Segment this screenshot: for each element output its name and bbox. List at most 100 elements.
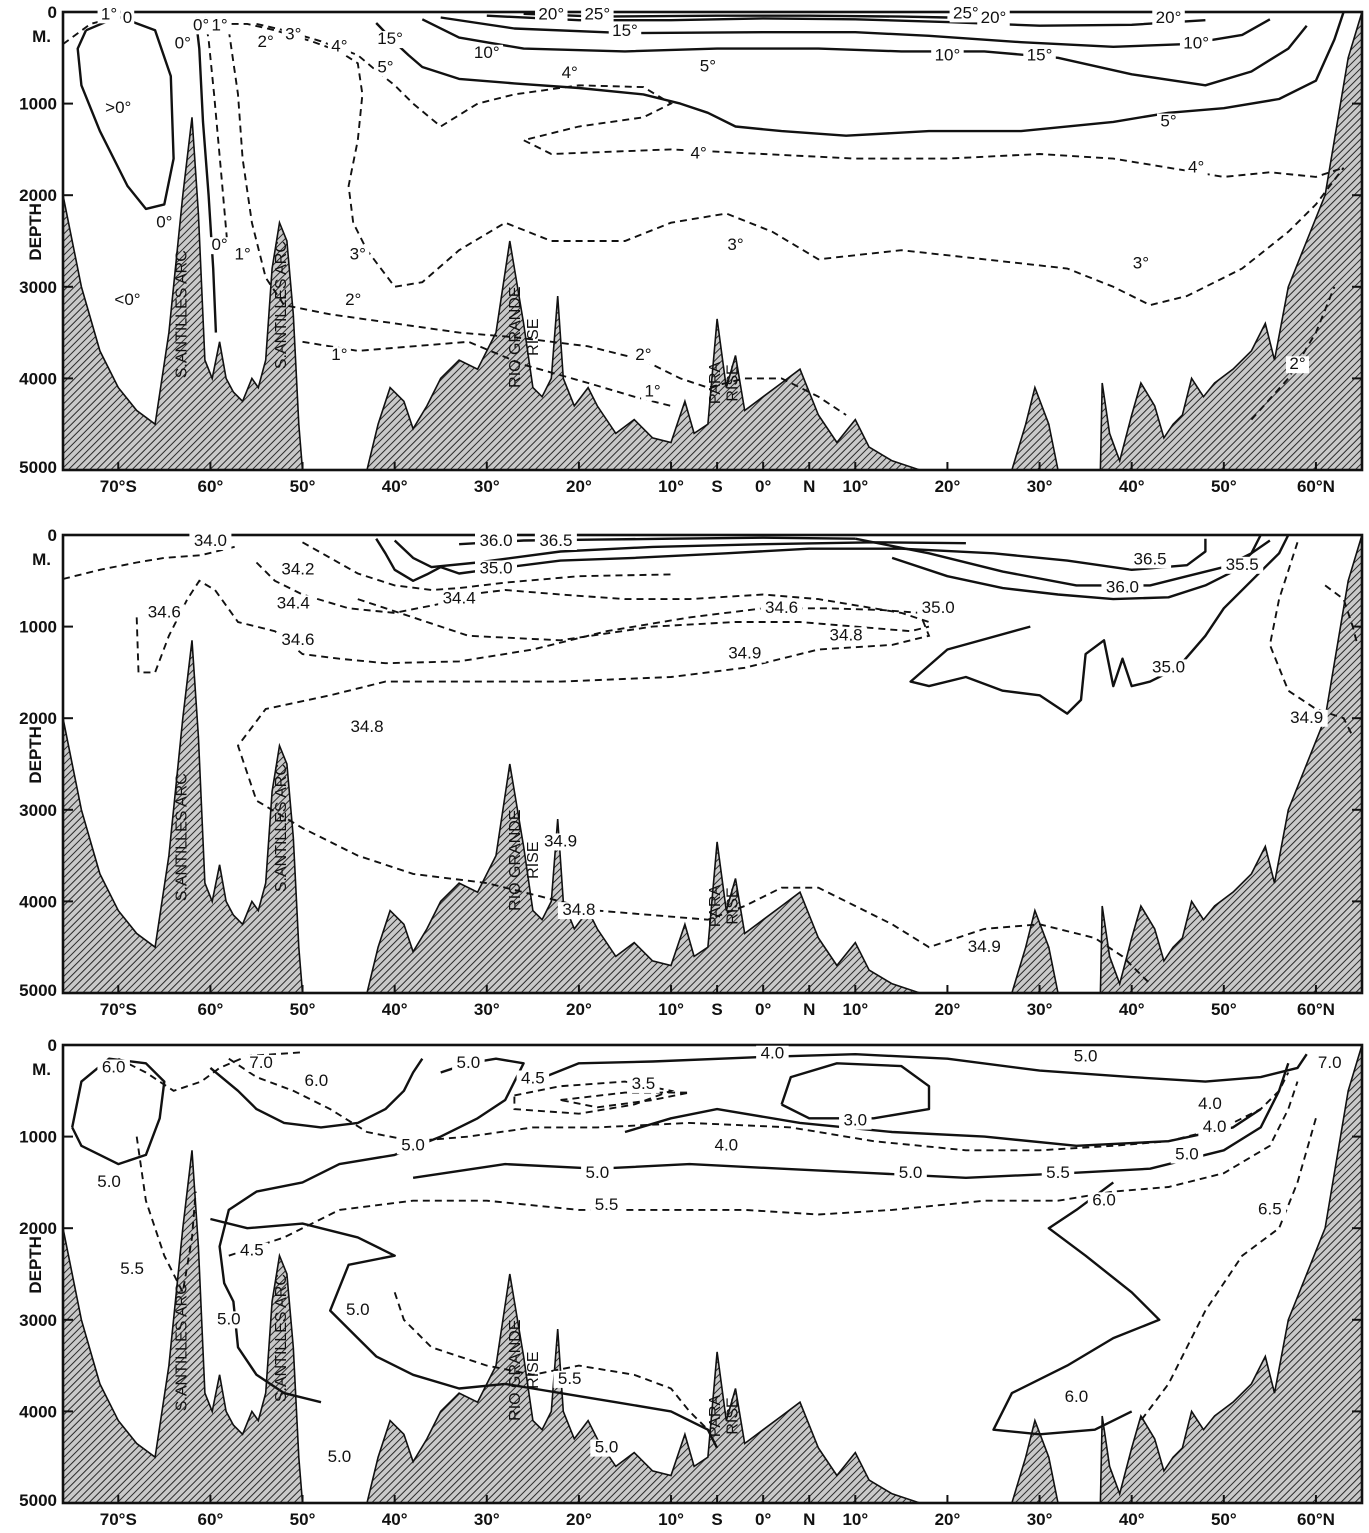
x-tick-label: 10°	[658, 477, 684, 496]
s-antilles-arc-west-label: S.ANTILLES ARC	[173, 250, 190, 378]
contour-label-bg	[346, 718, 389, 736]
contour-label: 5.5	[1046, 1163, 1070, 1182]
dashed-isoline-1	[135, 1136, 197, 1296]
x-tick-label: 30°	[1027, 477, 1053, 496]
contour-label: 1°	[101, 4, 117, 23]
contour-label-bg	[1069, 1048, 1102, 1066]
contour-label: 5.0	[1175, 1145, 1199, 1164]
x-tick-label: 50°	[1211, 1000, 1237, 1019]
dashed-isoline-14	[393, 1291, 709, 1431]
solid-isoline-6	[532, 1053, 1308, 1083]
seafloor-bathymetry	[62, 1044, 1363, 1504]
x-tick-label: 10°	[658, 1000, 684, 1019]
contour-label-bg	[212, 1311, 246, 1329]
contour-label: 2°	[635, 345, 651, 364]
contour-label-bg	[581, 1164, 614, 1182]
contour-label: 15°	[1027, 46, 1053, 65]
contour-label: 36.0	[479, 531, 512, 550]
contour-label: 6.5	[1258, 1199, 1282, 1218]
contour-label: 34.9	[728, 644, 761, 663]
contour-label-bg	[1129, 551, 1172, 569]
x-tick-label: 10°	[658, 1510, 684, 1529]
x-tick-label: 20°	[935, 1510, 961, 1529]
y-axis-title: DEPTH	[26, 203, 45, 261]
contour-label-bg	[1184, 159, 1208, 177]
contour-label: 6.0	[1092, 1190, 1116, 1209]
contour-label-bg	[111, 292, 144, 310]
x-tick-label: 40°	[1119, 1000, 1145, 1019]
x-tick-label: S	[711, 1000, 722, 1019]
contour-label: 6.0	[305, 1071, 329, 1090]
contour-label: 2°	[1289, 354, 1305, 373]
y-tick-label: 4000	[19, 369, 57, 388]
y-unit-label: M.	[32, 1060, 51, 1079]
dashed-isoline-13	[1250, 286, 1336, 421]
x-tick-label: 0°	[755, 1000, 771, 1019]
y-tick-label: 0	[48, 526, 57, 545]
dashed-isoline-16	[1140, 1118, 1317, 1422]
contour-label-bg	[963, 938, 1006, 956]
x-tick-label: 40°	[382, 1510, 408, 1529]
contour-label-bg	[396, 1137, 430, 1155]
x-tick-label: 10°	[842, 1510, 868, 1529]
contour-label: 0°	[211, 235, 227, 254]
solid-isoline-8	[375, 11, 1345, 137]
contour-label: 5.0	[899, 1163, 923, 1182]
x-tick-label: 30°	[474, 1510, 500, 1529]
x-tick-label: 30°	[1027, 1000, 1053, 1019]
contour-label-bg	[1129, 255, 1153, 273]
contour-label-bg	[590, 1439, 623, 1457]
contour-label: 6.0	[102, 1057, 126, 1076]
x-tick-label: 20°	[566, 477, 592, 496]
contour-label-bg	[1060, 1389, 1093, 1407]
contour-label-bg	[641, 383, 665, 401]
seafloor-bathymetry	[62, 534, 1363, 994]
contour-label: 34.4	[443, 589, 476, 608]
x-tick-label: 70°S	[100, 1000, 137, 1019]
solid-isoline-9	[780, 1062, 931, 1120]
y-tick-label: 3000	[19, 278, 57, 297]
x-tick-label: 60°	[198, 1510, 224, 1529]
dashed-isoline-12	[228, 1081, 1299, 1257]
contour-label-bg	[687, 145, 711, 163]
contour-label-bg	[171, 35, 195, 53]
contour-label: 35.0	[1152, 657, 1185, 676]
rio-grande-rise-label: RIO GRANDERISE	[507, 287, 542, 388]
contour-label: 3°	[727, 235, 743, 254]
x-tick-label: 30°	[474, 1000, 500, 1019]
contour-label: 3.0	[843, 1111, 867, 1130]
contour-label-bg	[1253, 1201, 1287, 1219]
solid-isoline-10	[909, 534, 1290, 715]
x-tick-label: S	[711, 1510, 722, 1529]
panel-frame	[61, 533, 1364, 995]
contour-label: 4°	[1188, 157, 1204, 176]
contour-label-bg	[977, 9, 1010, 27]
contour-label: 34.0	[194, 531, 227, 550]
contour-label: 5°	[1160, 112, 1176, 131]
contour-label-bg	[189, 17, 213, 35]
panel-frame	[61, 10, 1364, 472]
contour-label: 10°	[935, 46, 961, 65]
contour-label-bg	[1221, 556, 1264, 574]
y-axis-title: DEPTH	[26, 726, 45, 784]
x-tick-label: 30°	[474, 477, 500, 496]
contour-label-bg	[1170, 1146, 1204, 1164]
contour-label: 5.5	[558, 1369, 582, 1388]
contour-label-bg	[839, 1112, 872, 1130]
solid-isoline-3	[209, 1058, 424, 1129]
x-tick-label: 50°	[1211, 477, 1237, 496]
contour-label-bg	[1286, 356, 1310, 374]
contour-label: 5°	[700, 57, 716, 76]
contour-label-bg	[627, 1075, 660, 1093]
contour-label-bg	[373, 31, 407, 49]
y-axis-title: DEPTH	[26, 1236, 45, 1294]
contour-label-bg	[475, 560, 517, 578]
y-tick-label: 5000	[19, 458, 57, 477]
contour-label-bg	[235, 1242, 269, 1260]
contour-label: 34.2	[281, 559, 314, 578]
contour-label-bg	[1313, 1054, 1347, 1072]
contour-label: 5.0	[1074, 1046, 1098, 1065]
dashed-isoline-7	[256, 22, 1344, 178]
y-tick-label: 1000	[19, 95, 57, 114]
x-tick-label: 40°	[382, 1000, 408, 1019]
